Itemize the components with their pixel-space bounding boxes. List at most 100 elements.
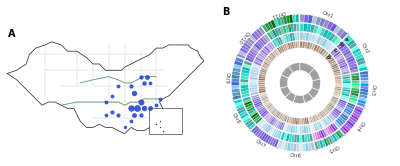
Wedge shape: [345, 37, 353, 45]
Wedge shape: [262, 47, 270, 54]
Wedge shape: [298, 118, 300, 125]
Wedge shape: [328, 114, 335, 122]
Wedge shape: [341, 68, 350, 73]
Wedge shape: [312, 79, 320, 90]
Wedge shape: [288, 134, 292, 142]
Wedge shape: [259, 108, 267, 115]
Wedge shape: [306, 117, 309, 124]
Wedge shape: [272, 29, 278, 38]
Wedge shape: [254, 59, 262, 64]
Wedge shape: [314, 35, 319, 43]
Wedge shape: [325, 31, 333, 40]
Wedge shape: [232, 71, 240, 76]
Wedge shape: [249, 74, 258, 78]
Wedge shape: [321, 39, 328, 47]
Wedge shape: [318, 112, 323, 119]
Wedge shape: [251, 32, 259, 41]
Wedge shape: [269, 53, 275, 60]
Wedge shape: [292, 125, 296, 134]
Wedge shape: [246, 107, 255, 112]
Wedge shape: [316, 114, 320, 121]
Wedge shape: [250, 112, 258, 119]
Wedge shape: [329, 113, 336, 120]
Point: [144, 75, 150, 78]
Text: Chr10: Chr10: [237, 29, 250, 44]
Wedge shape: [272, 39, 278, 47]
Wedge shape: [350, 92, 359, 97]
Wedge shape: [333, 92, 340, 96]
Wedge shape: [290, 23, 294, 32]
Wedge shape: [262, 99, 269, 104]
Text: Chr1: Chr1: [321, 11, 334, 20]
Wedge shape: [252, 114, 260, 121]
Wedge shape: [276, 121, 281, 129]
Wedge shape: [340, 64, 348, 69]
Wedge shape: [352, 48, 361, 54]
Wedge shape: [276, 47, 282, 54]
FancyBboxPatch shape: [149, 108, 182, 134]
Wedge shape: [256, 55, 264, 61]
Wedge shape: [358, 63, 367, 68]
Wedge shape: [336, 28, 345, 37]
Wedge shape: [288, 24, 292, 32]
Wedge shape: [318, 121, 323, 129]
Wedge shape: [240, 113, 248, 119]
Wedge shape: [240, 88, 249, 92]
Wedge shape: [257, 39, 265, 47]
Wedge shape: [251, 66, 260, 71]
Wedge shape: [274, 38, 280, 46]
Wedge shape: [333, 25, 341, 34]
Wedge shape: [321, 120, 326, 128]
Wedge shape: [279, 16, 285, 25]
Wedge shape: [245, 57, 254, 63]
Wedge shape: [320, 111, 326, 117]
Wedge shape: [256, 104, 264, 110]
Wedge shape: [241, 69, 250, 74]
Wedge shape: [332, 49, 340, 56]
Wedge shape: [352, 112, 360, 118]
Point: [134, 107, 140, 110]
Wedge shape: [262, 98, 269, 102]
Wedge shape: [335, 131, 342, 139]
Wedge shape: [310, 142, 315, 151]
Wedge shape: [264, 101, 271, 107]
Wedge shape: [339, 61, 347, 67]
Wedge shape: [244, 101, 252, 106]
Wedge shape: [319, 112, 324, 118]
Wedge shape: [309, 42, 313, 50]
Wedge shape: [266, 104, 272, 109]
Text: Chr4: Chr4: [354, 119, 365, 132]
Point: [128, 120, 134, 122]
Wedge shape: [332, 96, 339, 100]
Wedge shape: [267, 136, 273, 145]
Wedge shape: [255, 41, 263, 48]
Wedge shape: [300, 41, 303, 48]
Wedge shape: [262, 24, 269, 33]
Wedge shape: [315, 114, 319, 121]
Wedge shape: [292, 32, 295, 41]
Wedge shape: [328, 58, 335, 64]
Wedge shape: [331, 35, 339, 44]
Wedge shape: [356, 57, 365, 63]
Point: [153, 123, 160, 126]
Wedge shape: [304, 14, 309, 23]
Wedge shape: [281, 114, 286, 121]
Wedge shape: [327, 105, 333, 110]
Wedge shape: [323, 128, 329, 136]
Wedge shape: [272, 119, 278, 127]
Wedge shape: [266, 56, 273, 62]
Wedge shape: [240, 79, 248, 82]
Text: c: c: [334, 48, 337, 53]
Wedge shape: [241, 93, 250, 98]
Wedge shape: [350, 69, 359, 73]
Point: [109, 94, 115, 97]
Wedge shape: [300, 63, 314, 74]
Wedge shape: [268, 55, 274, 61]
Wedge shape: [269, 41, 276, 49]
Wedge shape: [318, 131, 323, 139]
Wedge shape: [246, 54, 255, 60]
Wedge shape: [264, 22, 271, 31]
Wedge shape: [249, 87, 258, 90]
Wedge shape: [303, 118, 305, 125]
Wedge shape: [269, 127, 275, 136]
